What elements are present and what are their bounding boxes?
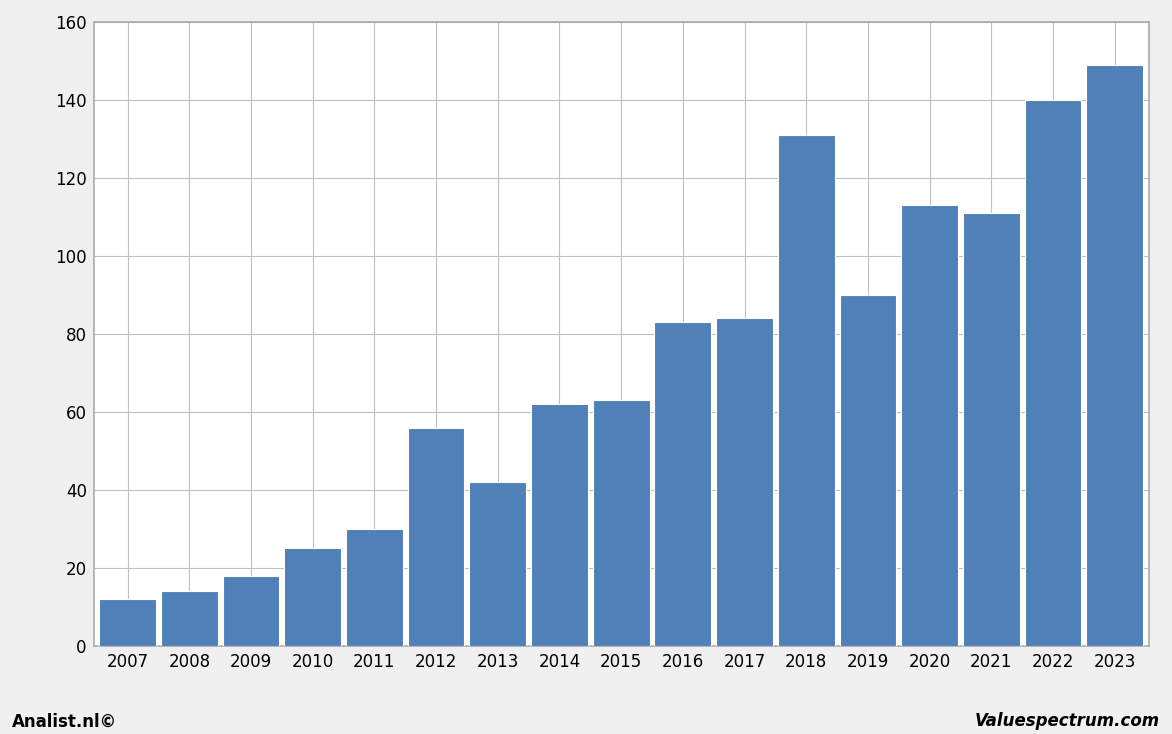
Text: Analist.nl©: Analist.nl© — [12, 712, 117, 730]
Bar — [408, 427, 464, 646]
Bar — [901, 206, 958, 646]
Bar — [470, 482, 526, 646]
Bar — [1024, 100, 1082, 646]
Bar — [716, 319, 772, 646]
Bar — [346, 529, 403, 646]
Bar — [778, 135, 834, 646]
Bar — [593, 400, 649, 646]
Bar — [285, 548, 341, 646]
Bar — [531, 404, 588, 646]
Bar — [100, 599, 156, 646]
Bar — [654, 322, 711, 646]
Bar — [223, 575, 279, 646]
Bar — [963, 213, 1020, 646]
Bar — [1086, 65, 1143, 646]
Bar — [161, 592, 218, 646]
Text: Valuespectrum.com: Valuespectrum.com — [975, 712, 1160, 730]
Bar — [839, 295, 897, 646]
